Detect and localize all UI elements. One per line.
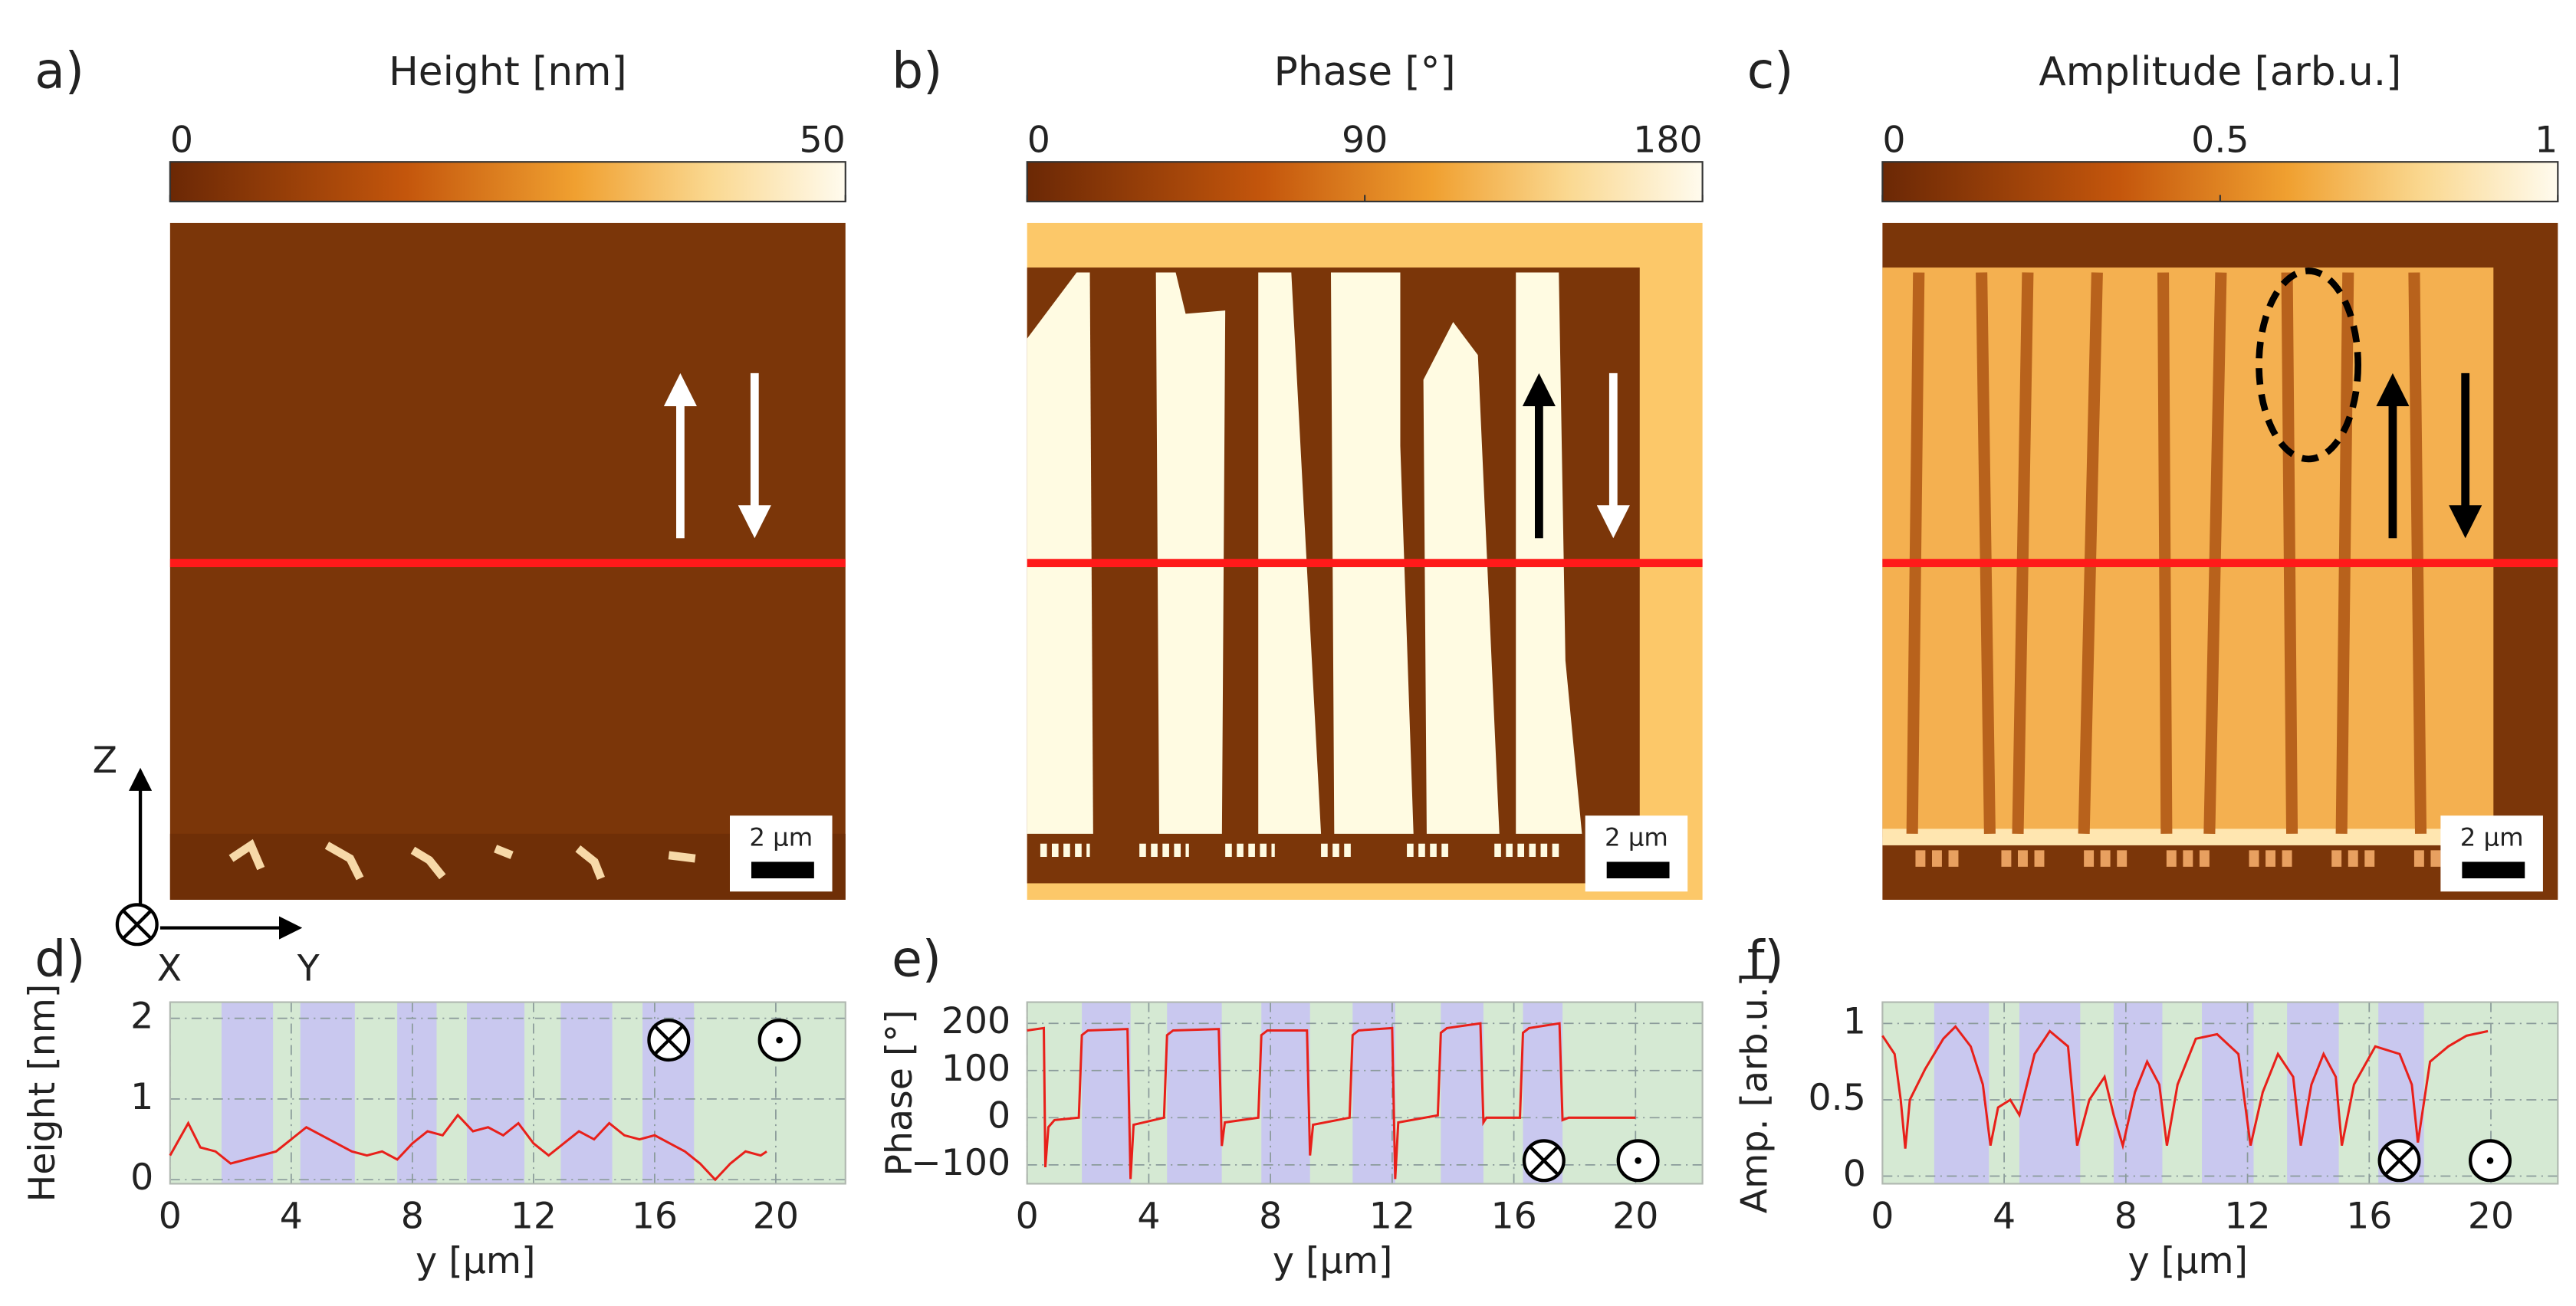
- domain-band: [1082, 1002, 1131, 1184]
- x-tick-label: 16: [1490, 1196, 1536, 1238]
- plot-frame: [169, 1001, 846, 1185]
- x-tick-label: 20: [1612, 1196, 1658, 1238]
- domain-band: [560, 1002, 613, 1184]
- y-axis-label: Height [nm]: [21, 984, 64, 1203]
- axis-label: Z: [93, 740, 117, 782]
- domain-band: [2113, 1002, 2163, 1184]
- y-tick-label: 100: [941, 1048, 1010, 1090]
- x-tick-label: 12: [2224, 1196, 2270, 1238]
- domain-band: [1167, 1002, 1222, 1184]
- x-tick-label: 8: [2114, 1196, 2137, 1238]
- colorbar-title: Amplitude [arb.u.]: [2039, 49, 2401, 95]
- scale-bar-label: 2 µm: [2460, 822, 2524, 852]
- x-tick-label: 8: [401, 1196, 424, 1238]
- y-tick-label: 0.5: [1809, 1077, 1866, 1119]
- colorbar-tick-label: 0.5: [2191, 119, 2249, 161]
- domain-band: [1441, 1002, 1484, 1184]
- phase-map: [1027, 222, 1703, 900]
- panel-label: f): [1747, 930, 1784, 988]
- colorbar-tick-label: 1: [2535, 119, 2558, 161]
- y-tick-label: 1: [1843, 1000, 1866, 1042]
- x-tick-label: 8: [1259, 1196, 1282, 1238]
- x-tick-label: 0: [1871, 1196, 1894, 1238]
- axis-label: X: [157, 948, 182, 990]
- y-tick-label: −100: [911, 1142, 1010, 1184]
- colorbar-title: Height [nm]: [389, 49, 627, 95]
- y-tick-label: 0: [130, 1157, 153, 1199]
- panel-label: c): [1747, 43, 1794, 100]
- panel-label: e): [892, 930, 941, 988]
- y-tick-label: 0: [987, 1094, 1010, 1137]
- plot-frame: [1881, 1001, 2559, 1185]
- y-tick-label: 200: [941, 1000, 1010, 1042]
- x-tick-label: 20: [2468, 1196, 2514, 1238]
- domain-band: [466, 1002, 525, 1184]
- domain-band: [1352, 1002, 1395, 1184]
- axis-label: Y: [297, 948, 320, 990]
- plot-frame: [1026, 1001, 1704, 1185]
- scale-bar-label: 2 µm: [1605, 822, 1668, 852]
- panel-label: b): [892, 43, 942, 100]
- colorbar: [169, 161, 846, 202]
- y-axis-label: Phase [°]: [879, 1009, 921, 1176]
- plot-backgrounds: [169, 1002, 2558, 1184]
- x-tick-label: 0: [1016, 1196, 1039, 1238]
- domain-band: [222, 1002, 274, 1184]
- profile-line: [1027, 1022, 1636, 1180]
- x-tick-label: 4: [280, 1196, 303, 1238]
- y-axis-label: Amp. [arb.u.]: [1734, 973, 1776, 1213]
- height-map: [115, 222, 846, 947]
- y-tick-label: 0: [1843, 1153, 1866, 1196]
- x-axis-label: y [µm]: [1273, 1240, 1392, 1282]
- x-tick-label: 16: [632, 1196, 678, 1238]
- domain-band: [2202, 1002, 2254, 1184]
- colorbar-tick-label: 90: [1342, 119, 1388, 161]
- domain-band: [397, 1002, 437, 1184]
- x-tick-label: 0: [159, 1196, 182, 1238]
- panel-label: d): [34, 930, 85, 988]
- x-axis-label: y [µm]: [416, 1240, 535, 1282]
- domain-band: [1261, 1002, 1310, 1184]
- colorbar-tick-label: 0: [1027, 119, 1050, 161]
- scale-bar-label: 2 µm: [749, 822, 813, 852]
- colorbar-tick-label: 0: [170, 119, 193, 161]
- x-tick-label: 20: [753, 1196, 799, 1238]
- profile-line: [169, 1113, 767, 1182]
- domain-band: [300, 1002, 355, 1184]
- domain-band: [1934, 1002, 1990, 1184]
- x-tick-label: 12: [511, 1196, 557, 1238]
- panel-label: a): [34, 43, 84, 100]
- colorbar-tick-label: 0: [1882, 119, 1905, 161]
- x-tick-label: 4: [1993, 1196, 2016, 1238]
- profile-line: [1881, 1025, 2489, 1150]
- x-tick-label: 4: [1137, 1196, 1160, 1238]
- x-axis-label: y [µm]: [2128, 1240, 2248, 1282]
- y-tick-label: 1: [130, 1076, 153, 1118]
- x-tick-label: 16: [2346, 1196, 2392, 1238]
- colorbar-title: Phase [°]: [1274, 49, 1456, 95]
- colorbar-tick-label: 180: [1633, 119, 1702, 161]
- y-tick-label: 2: [130, 996, 153, 1038]
- domain-band: [2019, 1002, 2081, 1184]
- amplitude-map: [1882, 222, 2558, 900]
- colorbar-tick-label: 50: [799, 119, 845, 161]
- x-tick-label: 12: [1369, 1196, 1415, 1238]
- direction-symbols: [647, 1019, 2512, 1183]
